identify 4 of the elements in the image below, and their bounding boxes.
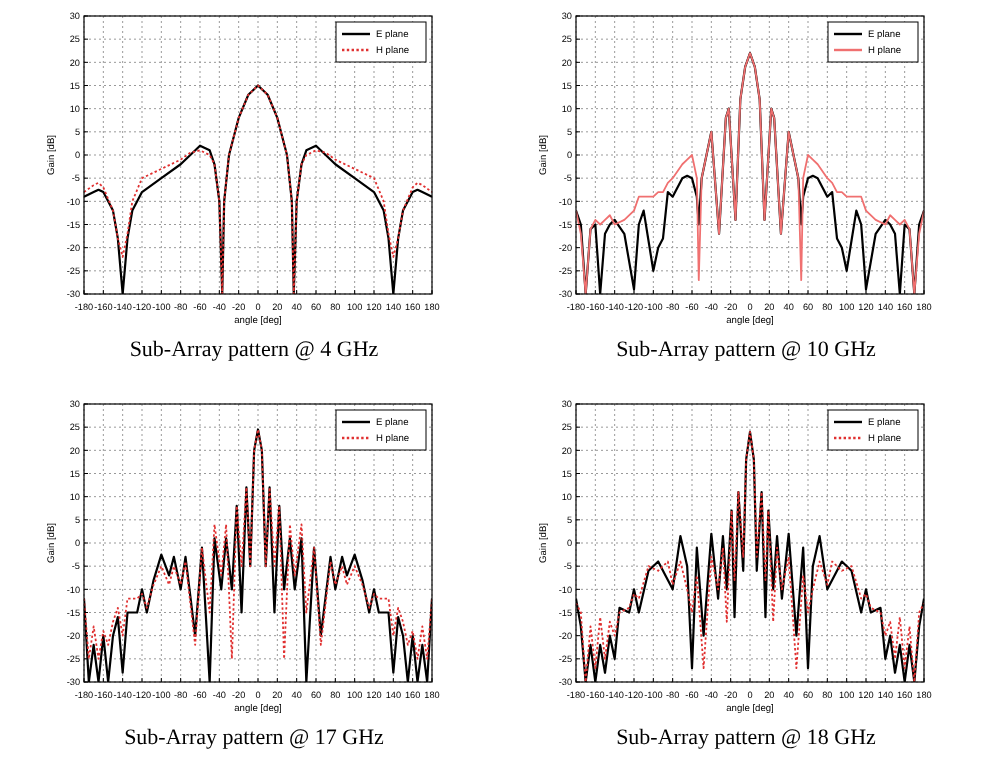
text: Sub-Array pattern @ 4 GHz: [129, 338, 379, 362]
text: Sub-Array pattern @ 17 GHz: [124, 726, 385, 750]
text: Sub-Array pattern @ 10 GHz: [616, 338, 877, 362]
text: Sub-Array pattern @ 18 GHz: [616, 726, 877, 750]
